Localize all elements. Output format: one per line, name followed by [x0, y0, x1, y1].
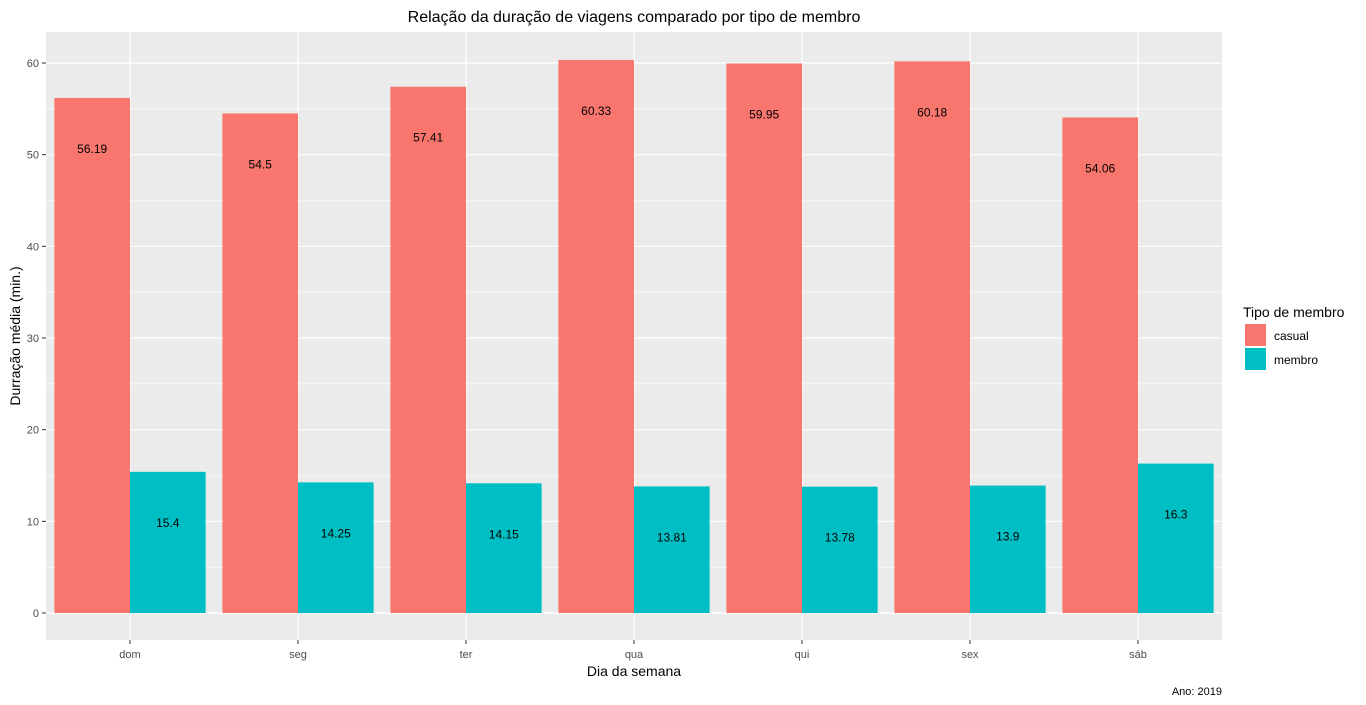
bar-label-casual-sex: 60.18	[917, 105, 947, 119]
bar-casual-seg	[222, 113, 298, 614]
bar-labels: 56.19 15.4 54.5 14.25 57.41 14.15 60.33 13.81 59…	[77, 104, 1188, 545]
x-axis: dom seg ter qua qui sex sáb	[119, 640, 1147, 661]
legend-title: Tipo de membro	[1243, 304, 1345, 320]
y-tick-label: 60	[27, 58, 39, 70]
bar-membro-ter	[466, 483, 542, 613]
bar-label-casual-sáb: 54.06	[1085, 161, 1115, 175]
bar-casual-qui	[726, 63, 802, 614]
bars	[54, 59, 1214, 614]
x-tick-label-sex: sex	[961, 649, 979, 661]
y-tick-label: 20	[27, 425, 39, 437]
legend-key-membro	[1245, 348, 1266, 370]
bar-casual-sáb	[1062, 117, 1138, 613]
bar-label-casual-seg: 54.5	[249, 157, 273, 171]
bar-membro-qui	[802, 486, 878, 613]
bar-membro-sáb	[1138, 463, 1214, 613]
bar-label-membro-qui: 13.78	[825, 531, 855, 545]
legend-key-casual	[1245, 324, 1266, 346]
bar-casual-qua	[558, 59, 634, 614]
x-tick-label-dom: dom	[119, 649, 140, 661]
bar-casual-sex	[894, 61, 970, 614]
y-tick-label: 30	[27, 333, 39, 345]
x-tick-label-qui: qui	[795, 649, 810, 661]
bar-label-casual-ter: 57.41	[413, 131, 443, 145]
bar-label-casual-qua: 60.33	[581, 104, 611, 118]
x-tick-label-sáb: sáb	[1129, 649, 1147, 661]
x-tick-label-seg: seg	[289, 649, 307, 661]
bar-casual-ter	[390, 86, 466, 613]
legend: Tipo de membro casual membro	[1243, 304, 1345, 370]
bar-label-membro-qua: 13.81	[657, 530, 687, 544]
x-tick-label-qua: qua	[625, 649, 644, 661]
y-tick-label: 50	[27, 150, 39, 162]
legend-label-casual: casual	[1274, 329, 1309, 343]
bar-membro-dom	[130, 471, 206, 613]
bar-label-membro-seg: 14.25	[321, 526, 351, 540]
x-axis-title: Dia da semana	[587, 663, 681, 679]
chart-title: Relação da duração de viagens comparado …	[408, 9, 861, 26]
bar-membro-qua	[634, 486, 710, 613]
legend-label-membro: membro	[1274, 353, 1318, 367]
y-tick-label: 40	[27, 241, 39, 253]
y-tick-label: 0	[33, 608, 39, 620]
bar-membro-seg	[298, 482, 374, 613]
bar-casual-dom	[54, 97, 130, 614]
bar-label-casual-dom: 56.19	[77, 142, 107, 156]
y-tick-label: 10	[27, 516, 39, 528]
bar-label-membro-dom: 15.4	[156, 516, 180, 530]
bar-label-membro-sáb: 16.3	[1164, 508, 1188, 522]
bar-label-membro-ter: 14.15	[489, 527, 519, 541]
bar-membro-sex	[970, 485, 1046, 613]
y-axis-title: Durração média (min.)	[7, 266, 23, 405]
caption: Ano: 2019	[1172, 686, 1222, 698]
bar-label-casual-qui: 59.95	[749, 107, 779, 121]
y-axis: 0 10 20 30 40 50 60	[27, 58, 46, 620]
x-tick-label-ter: ter	[460, 649, 473, 661]
bar-label-membro-sex: 13.9	[996, 530, 1020, 544]
